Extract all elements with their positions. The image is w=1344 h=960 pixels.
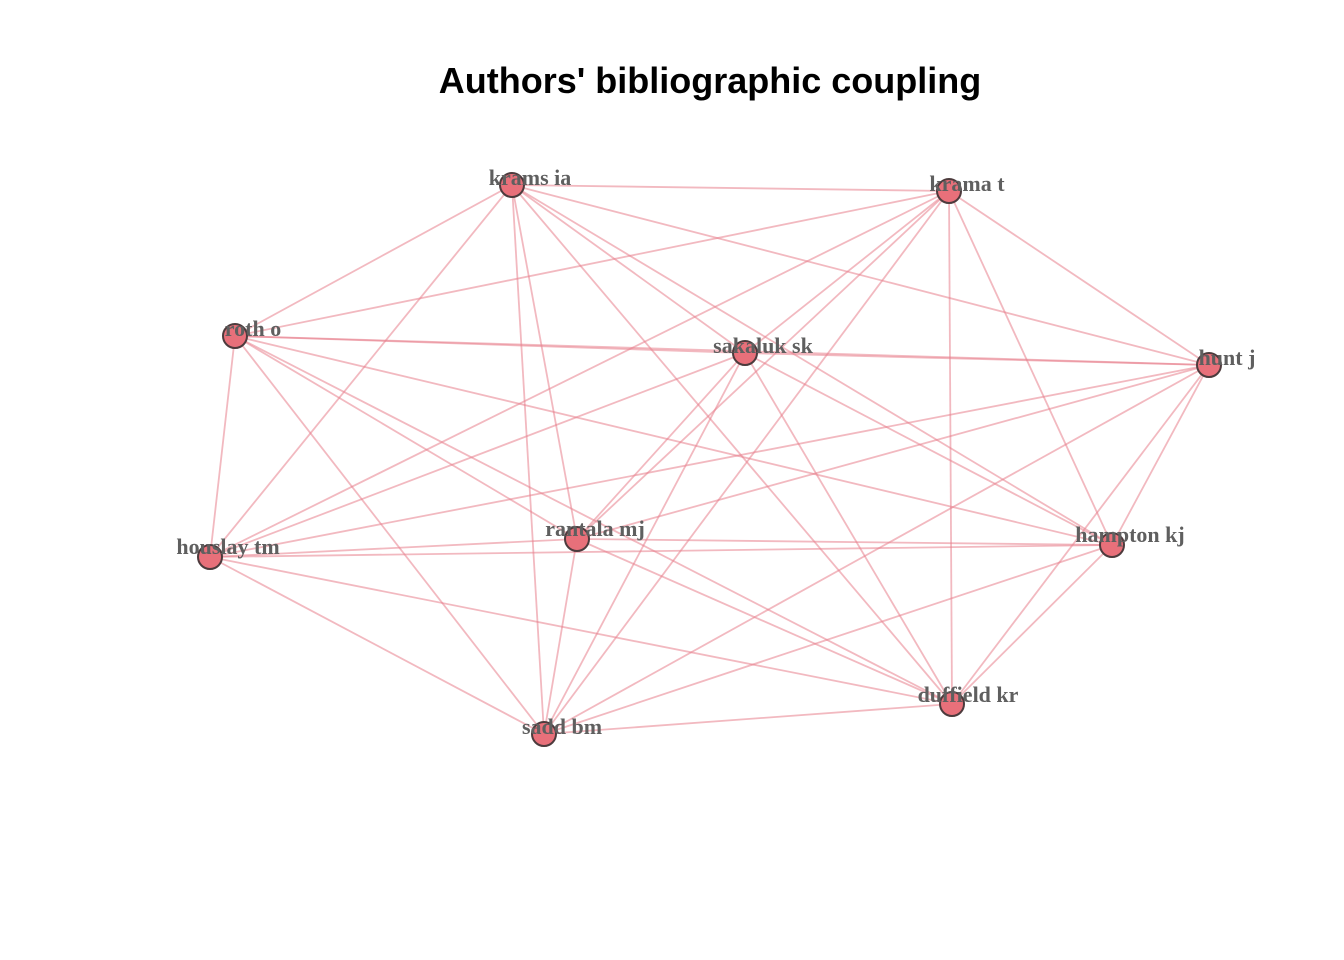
edge-krams_ia-sakaluk_sk	[511, 184, 746, 354]
edge-sakaluk_sk-rantala_mj	[576, 352, 746, 540]
edge-roth_o-houslay_tm	[209, 335, 236, 558]
node-sakaluk_sk[interactable]	[732, 340, 758, 366]
edge-rantala_mj-duffield_kr	[576, 538, 953, 705]
edge-sakaluk_sk-duffield_kr	[744, 352, 953, 705]
edge-krams_ia-rantala_mj	[511, 184, 578, 540]
edge-hunt_j-duffield_kr	[951, 364, 1210, 705]
edge-houslay_tm-duffield_kr	[209, 556, 953, 705]
edge-krama_t-hampton_kj	[948, 190, 1113, 546]
edge-houslay_tm-sadd_bm	[209, 556, 545, 735]
edge-hunt_j-houslay_tm	[209, 364, 1210, 558]
node-label-sakaluk_sk: sakaluk sk	[713, 333, 813, 358]
edge-krama_t-houslay_tm	[209, 190, 950, 558]
edge-sakaluk_sk-hampton_kj	[744, 352, 1113, 546]
node-hunt_j[interactable]	[1196, 352, 1222, 378]
edge-krama_t-sadd_bm	[543, 190, 950, 735]
node-rantala_mj[interactable]	[564, 526, 590, 552]
chart-title: Authors' bibliographic coupling	[439, 60, 982, 101]
node-label-krams_ia: krams ia	[489, 165, 572, 190]
edge-krams_ia-sadd_bm	[511, 184, 545, 735]
node-label-roth_o: roth o	[225, 316, 281, 341]
edge-hunt_j-sadd_bm	[543, 364, 1210, 735]
edge-krams_ia-hampton_kj	[511, 184, 1113, 546]
node-sadd_bm[interactable]	[531, 721, 557, 747]
edge-krams_ia-houslay_tm	[209, 184, 513, 558]
edge-roth_o-sadd_bm	[234, 335, 545, 735]
node-label-krama_t: krama t	[929, 171, 1005, 196]
edge-krams_ia-roth_o	[234, 184, 513, 337]
node-krams_ia[interactable]	[499, 172, 525, 198]
edge-krama_t-roth_o	[234, 190, 950, 337]
edge-layer	[209, 184, 1210, 735]
edge-krams_ia-duffield_kr	[511, 184, 953, 705]
edge-krama_t-rantala_mj	[576, 190, 950, 540]
edge-hunt_j-hampton_kj	[1111, 364, 1210, 546]
node-label-sadd_bm: sadd bm	[522, 714, 602, 739]
edge-krama_t-hunt_j	[948, 190, 1210, 366]
label-layer: krams ia krama t roth o sakaluk sk hunt j ran…	[176, 165, 1255, 739]
node-roth_o[interactable]	[222, 323, 248, 349]
edge-hunt_j-rantala_mj	[576, 364, 1210, 540]
node-houslay_tm[interactable]	[197, 544, 223, 570]
edge-rantala_mj-hampton_kj	[576, 538, 1113, 546]
node-label-duffield_kr: duffield kr	[918, 682, 1019, 707]
edge-duffield_kr-sadd_bm	[543, 703, 953, 735]
node-label-hampton_kj: hampton kj	[1075, 522, 1184, 547]
edge-roth_o-hampton_kj	[234, 335, 1113, 546]
edge-sakaluk_sk-sadd_bm	[543, 352, 746, 735]
node-duffield_kr[interactable]	[939, 691, 965, 717]
edge-sakaluk_sk-hunt_j	[744, 352, 1210, 366]
edge-houslay_tm-hampton_kj	[209, 544, 1113, 558]
edge-roth_o-rantala_mj	[234, 335, 578, 540]
node-label-rantala_mj: rantala mj	[545, 516, 645, 541]
edge-krama_t-duffield_kr	[948, 190, 953, 705]
edge-sakaluk_sk-houslay_tm	[209, 352, 746, 558]
node-label-hunt_j: hunt j	[1199, 345, 1256, 370]
edge-rantala_mj-sadd_bm	[543, 538, 578, 735]
node-layer	[197, 172, 1222, 747]
edge-hampton_kj-duffield_kr	[951, 544, 1113, 705]
node-krama_t[interactable]	[936, 178, 962, 204]
edge-hampton_kj-sadd_bm	[543, 544, 1113, 735]
edge-houslay_tm-rantala_mj	[209, 538, 578, 558]
node-label-houslay_tm: houslay tm	[176, 534, 279, 559]
node-hampton_kj[interactable]	[1099, 532, 1125, 558]
edge-krams_ia-krama_t	[511, 184, 950, 192]
edge-krama_t-sakaluk_sk	[744, 190, 950, 354]
